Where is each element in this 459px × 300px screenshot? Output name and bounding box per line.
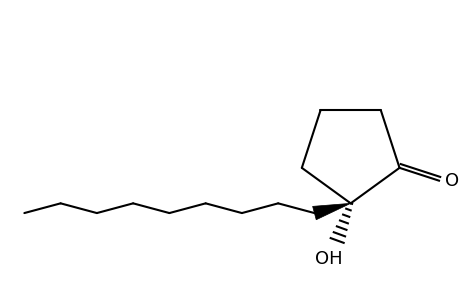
Text: OH: OH <box>315 250 342 268</box>
Text: O: O <box>444 172 458 190</box>
Polygon shape <box>312 203 350 220</box>
